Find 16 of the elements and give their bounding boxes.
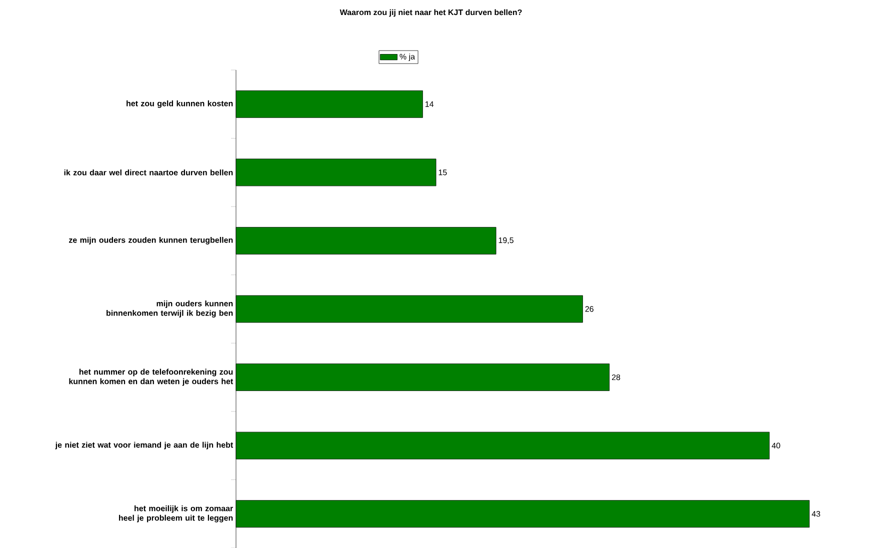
data-label: 43 bbox=[812, 511, 820, 517]
data-label: 19,5 bbox=[498, 237, 514, 244]
legend-label: % ja bbox=[400, 54, 416, 62]
data-label: 26 bbox=[585, 306, 594, 312]
data-label: 28 bbox=[612, 374, 620, 380]
chart-title: Waarom zou jij niet naar het KJT durven bellen? bbox=[340, 9, 522, 17]
y-tick-label: ze mijn ouders zouden kunnen terugbellen bbox=[68, 236, 233, 244]
data-label: 15 bbox=[438, 170, 447, 176]
y-tick-label: ik zou daar wel direct naartoe durven bellen bbox=[64, 169, 233, 176]
y-tick-label: je niet ziet wat voor iemand je aan de lijn hebt bbox=[55, 442, 234, 450]
y-tick-label: mijn ouders kunnen binnenkomen terwijl ik bezig ben bbox=[106, 300, 233, 318]
data-label: 40 bbox=[772, 442, 780, 448]
y-tick-label: het moeilijk is om zomaar heel je probleem uit te leggen bbox=[119, 505, 234, 522]
y-tick-label: het nummer op de telefoonrekening zou kunnen komen en dan weten je ouders het bbox=[69, 368, 234, 386]
data-label: 14 bbox=[426, 101, 434, 107]
y-tick-label: het zou geld kunnen kosten bbox=[126, 100, 233, 108]
